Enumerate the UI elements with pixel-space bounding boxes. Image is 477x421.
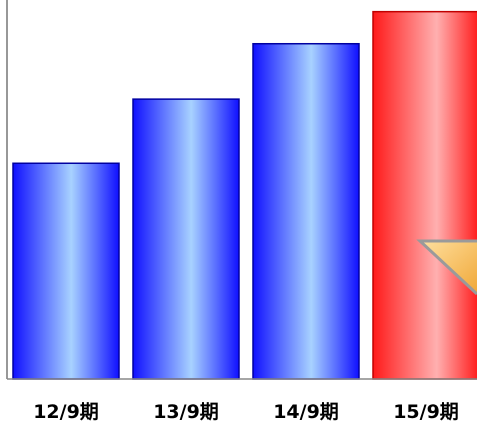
bars-group — [12, 10, 477, 380]
x-tick-labels: 12/9期 13/9期 14/9期 15/9期 — [33, 401, 459, 421]
bar-2 — [132, 98, 240, 380]
x-tick-label-2: 13/9期 — [153, 401, 219, 421]
bar-1 — [12, 162, 120, 380]
x-tick-label-1: 12/9期 — [33, 401, 99, 421]
triangle-marker-icon — [416, 239, 477, 296]
x-tick-label-3: 14/9期 — [273, 401, 339, 421]
x-tick-label-4: 15/9期 — [393, 401, 459, 421]
bar-4 — [372, 10, 477, 380]
bar-3 — [252, 42, 360, 380]
